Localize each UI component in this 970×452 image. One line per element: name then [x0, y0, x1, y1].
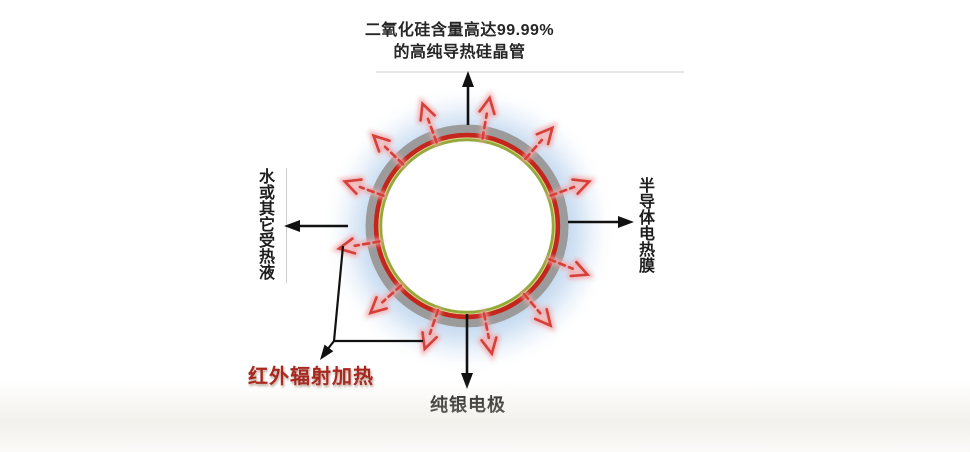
- label-infrared-heating: 红外辐射加热: [248, 366, 374, 388]
- pointer-arrow-left: [284, 220, 348, 232]
- label-semiconductor-film: 半导体电热膜: [636, 177, 653, 273]
- title-line1: 二氧化硅含量高达99.99%: [364, 22, 555, 39]
- pointer-arrow-bottom: [461, 314, 473, 389]
- infrared-radiation-arrows: [331, 90, 597, 362]
- silver-electrode-ring: [379, 138, 555, 314]
- pointer-arrow-top: [462, 71, 474, 125]
- film-electrode-boundary-ring: [378, 137, 556, 315]
- label-heated-liquid: 水或其它受热液: [256, 168, 273, 280]
- tube-rings: [365, 124, 569, 328]
- infrared-pointer-line: [320, 245, 423, 360]
- diagram-title: 二氧化硅含量高达99.99% 的高纯导热硅晶管: [327, 20, 592, 64]
- label-silver-electrode: 纯银电极: [430, 395, 506, 415]
- title-line2: 的高纯导热硅晶管: [393, 44, 526, 61]
- pointer-arrow-right: [568, 216, 634, 228]
